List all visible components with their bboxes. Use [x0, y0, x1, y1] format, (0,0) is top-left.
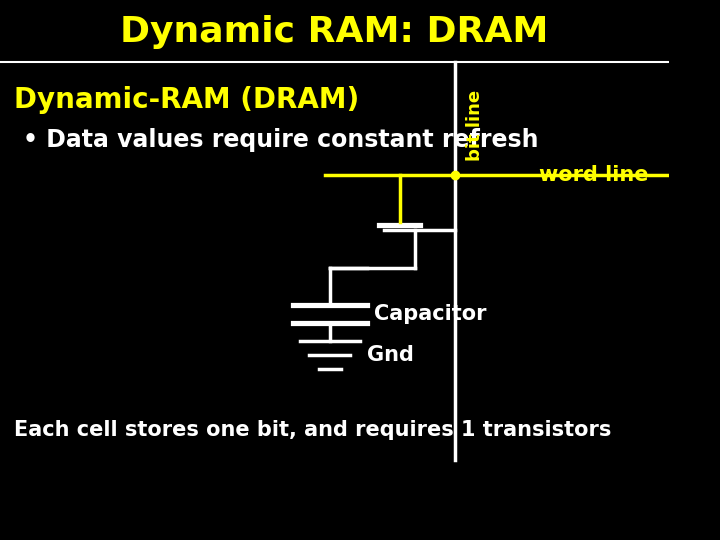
Text: bit line: bit line: [467, 90, 485, 161]
Text: Capacitor: Capacitor: [374, 304, 487, 324]
Text: • Data values require constant refresh: • Data values require constant refresh: [23, 128, 539, 152]
Text: Dynamic RAM: DRAM: Dynamic RAM: DRAM: [120, 15, 549, 49]
Text: Each cell stores one bit, and requires 1 transistors: Each cell stores one bit, and requires 1…: [14, 420, 611, 440]
Text: Gnd: Gnd: [367, 345, 414, 365]
Text: Dynamic-RAM (DRAM): Dynamic-RAM (DRAM): [14, 86, 359, 114]
Text: word line: word line: [539, 165, 649, 185]
